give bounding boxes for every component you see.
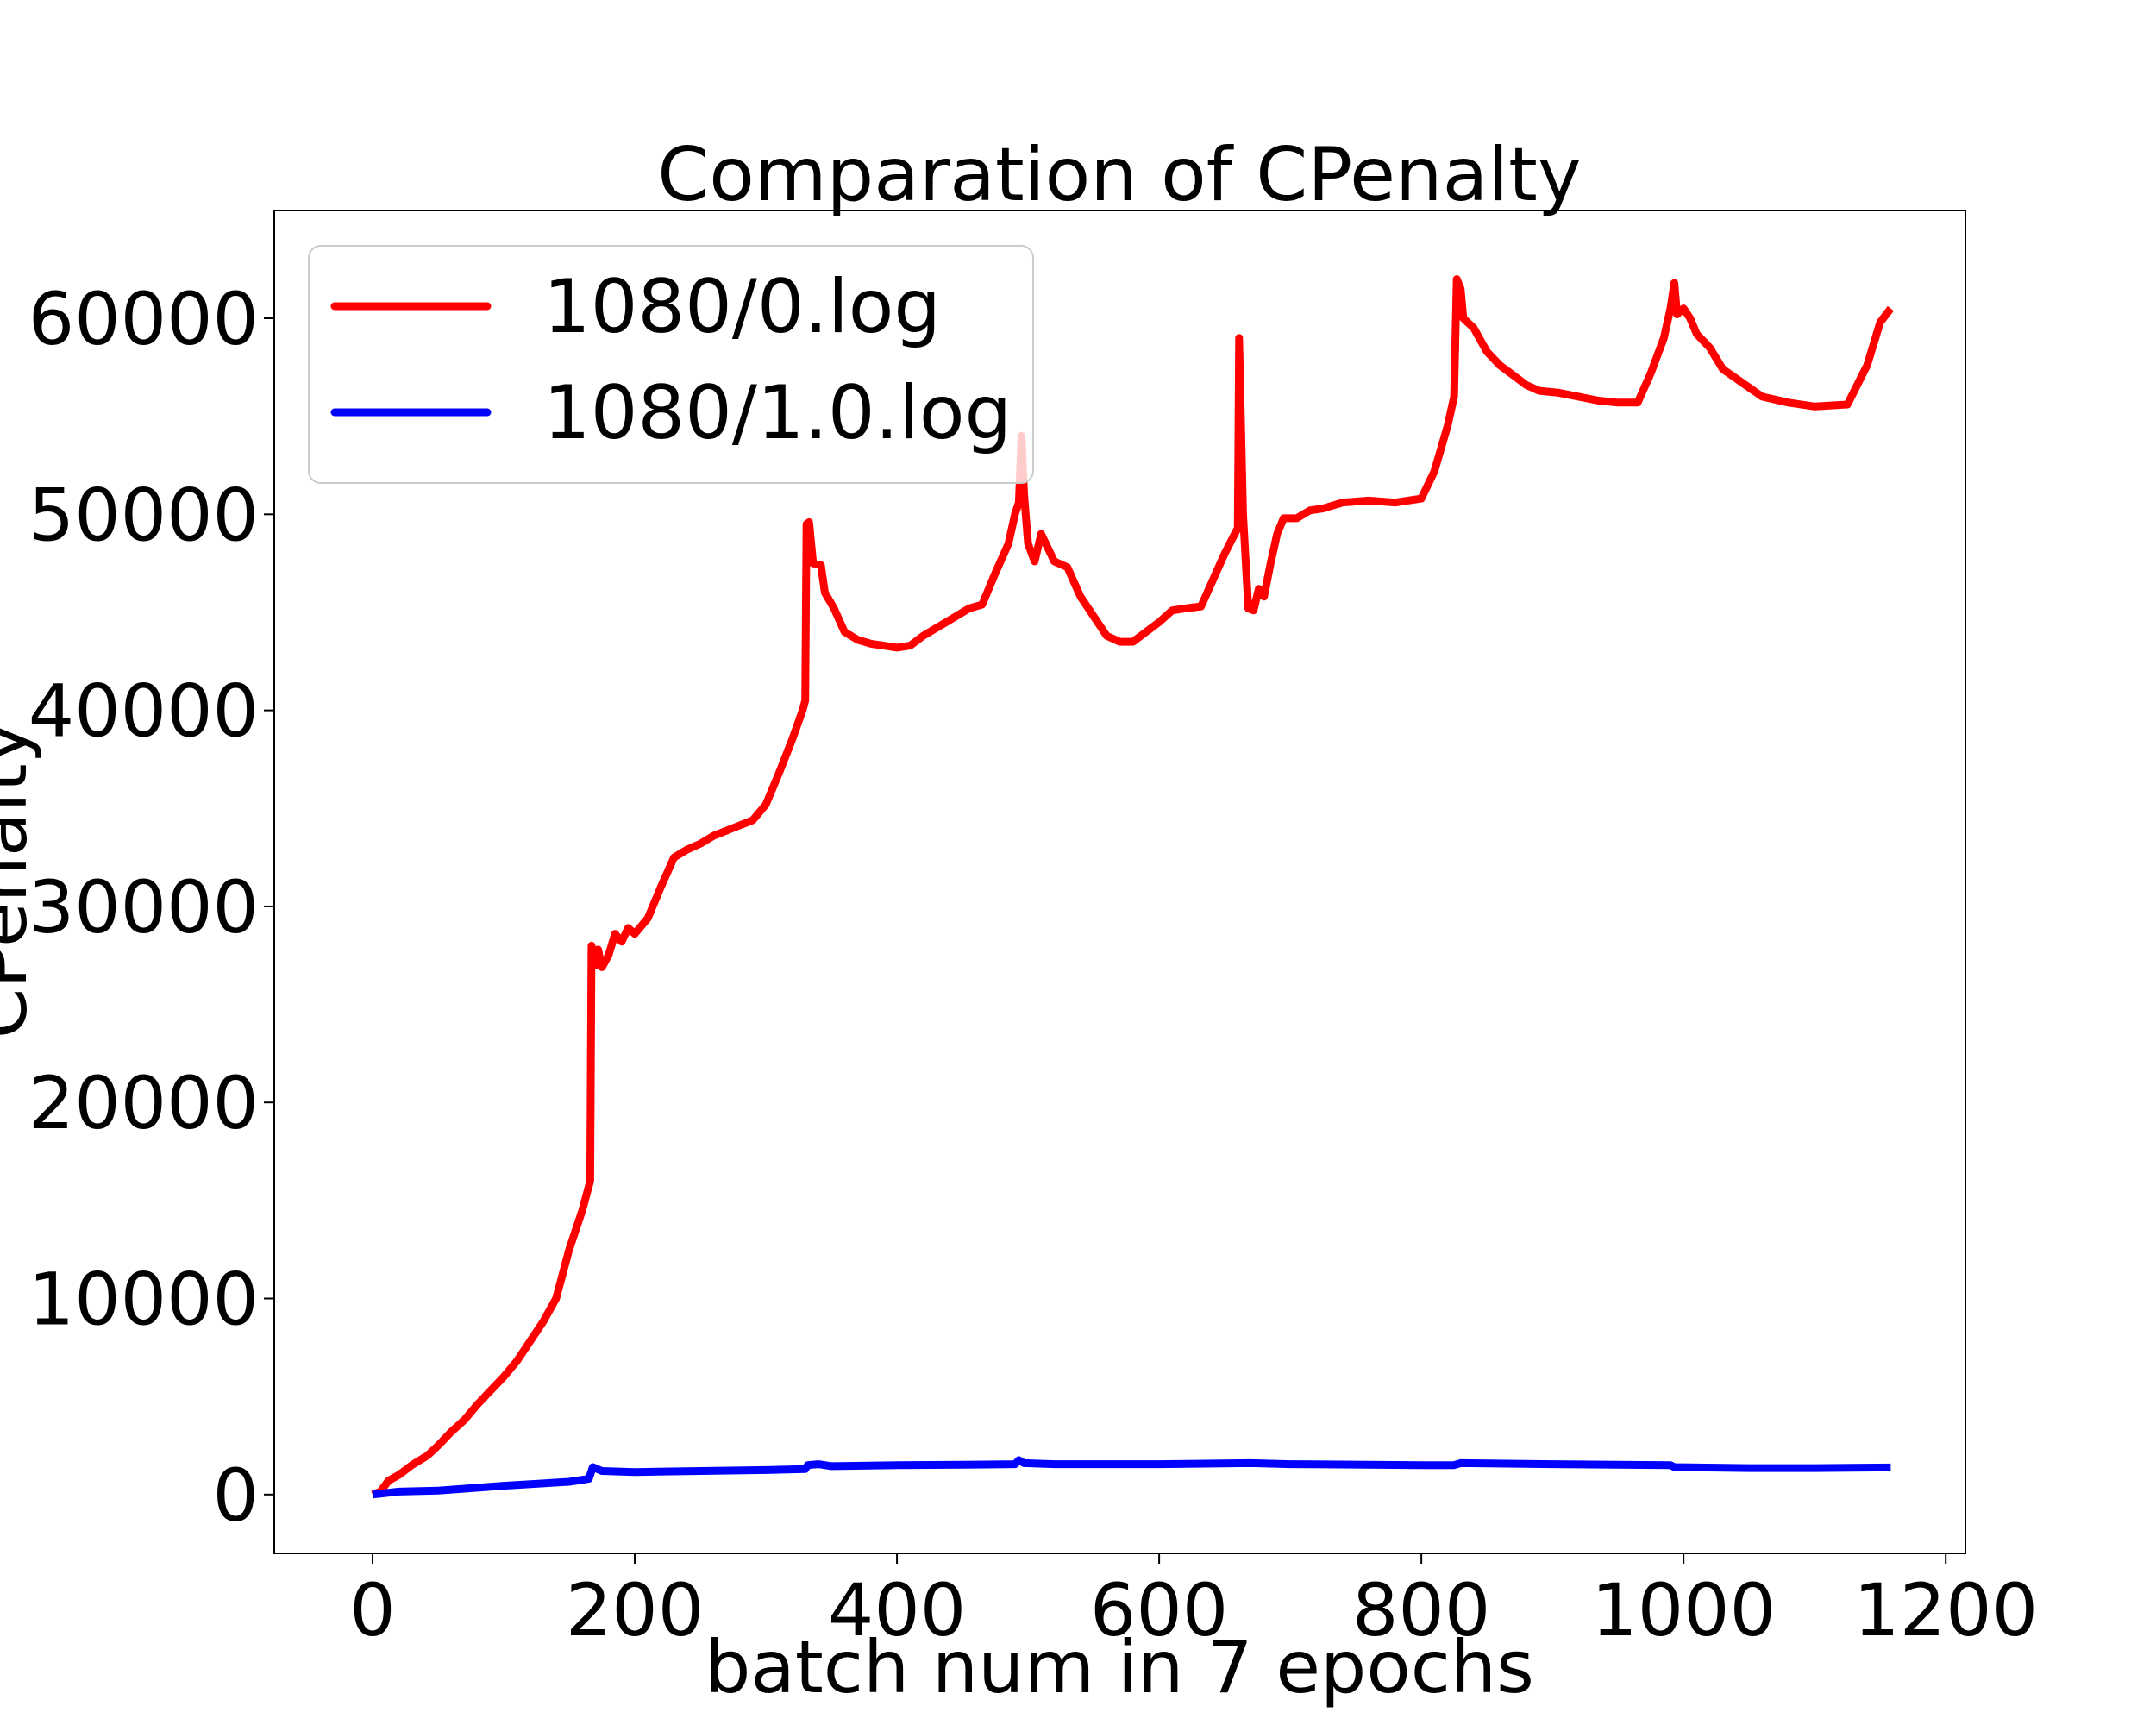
x-tick-label: 600	[1090, 1568, 1228, 1653]
x-tick-label: 1000	[1591, 1568, 1776, 1653]
series-layer	[371, 275, 1894, 1499]
y-tick-label: 0	[213, 1453, 259, 1538]
x-tick-label: 0	[349, 1568, 395, 1653]
chart-title: Comparation of CPenalty	[657, 132, 1582, 218]
legend: 1080/0.log 1080/1.0.log	[308, 245, 1034, 484]
legend-label: 1080/1.0.log	[543, 370, 1012, 456]
series-line-0	[371, 275, 1894, 1499]
y-tick-label: 50000	[28, 473, 259, 557]
y-tick-label: 30000	[28, 865, 259, 950]
plot-area	[273, 210, 1966, 1554]
y-axis: 0 10000 20000 30000 40000 50000 60000	[28, 277, 274, 1538]
x-axis-title: batch num in 7 epochs	[705, 1625, 1534, 1709]
y-tick-label: 20000	[28, 1061, 259, 1145]
x-tick-label: 800	[1352, 1568, 1490, 1653]
x-axis: 0 200 400 600 800 1000 1200	[349, 1553, 2038, 1653]
x-tick-label: 400	[828, 1568, 966, 1653]
y-axis-title: CPenalty	[0, 721, 43, 1039]
x-tick-label: 1200	[1853, 1568, 2038, 1653]
x-tick-label: 200	[566, 1568, 704, 1653]
series-line-1	[372, 1456, 1891, 1499]
y-tick-label: 60000	[28, 277, 259, 361]
y-tick-label: 40000	[28, 669, 259, 754]
legend-label: 1080/0.log	[543, 264, 941, 350]
y-tick-label: 10000	[28, 1258, 259, 1342]
plot-frame	[273, 210, 1966, 1554]
